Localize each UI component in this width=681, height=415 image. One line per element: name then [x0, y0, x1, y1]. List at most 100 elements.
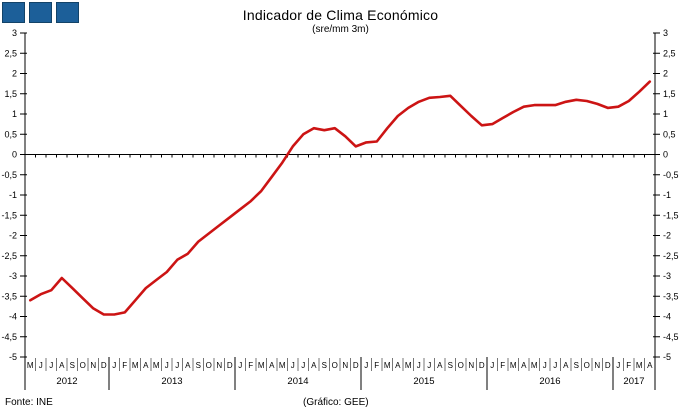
year-label: 2015 [413, 376, 434, 387]
month-label: J [291, 361, 295, 370]
y-tick-label: -0,5 [663, 170, 679, 180]
month-label: F [500, 361, 505, 370]
data-series [28, 80, 652, 316]
month-label: N [216, 361, 222, 370]
y-tick-label: -3 [9, 271, 17, 281]
month-label: S [196, 361, 201, 370]
y-tick-label: 3 [12, 28, 17, 38]
chart-title: Indicador de Clima Económico [242, 7, 439, 23]
month-label: D [479, 361, 485, 370]
year-label: 2012 [56, 376, 77, 387]
year-label: 2017 [623, 376, 644, 387]
source-note: Fonte: INE [5, 397, 53, 408]
y-tick-label: -1,5 [1, 210, 17, 220]
year-label: 2013 [161, 376, 182, 387]
month-label: N [90, 361, 96, 370]
y-tick-label: -5 [9, 352, 17, 362]
month-label: F [248, 361, 253, 370]
month-label: J [427, 361, 431, 370]
chart-subtitle: (sre/mm 3m) [312, 24, 369, 35]
month-label: D [101, 361, 107, 370]
month-label: O [458, 361, 464, 370]
month-label: J [49, 361, 53, 370]
month-label: D [227, 361, 233, 370]
month-label: J [616, 361, 620, 370]
y-tick-label: -3,5 [663, 291, 679, 301]
month-label: F [626, 361, 631, 370]
month-label: M [384, 361, 391, 370]
year-labels: 2012 2013 2014 2015 2016 2017 [56, 357, 645, 390]
y-tick-label: -2,5 [1, 251, 17, 261]
month-label: A [563, 361, 569, 370]
y-tick-label: 3 [663, 28, 668, 38]
y-tick-label: 0,5 [663, 129, 676, 139]
month-label: A [59, 361, 65, 370]
month-label: A [311, 361, 317, 370]
y-tick-label: 0 [12, 150, 17, 160]
y-tick-label: -0,5 [1, 170, 17, 180]
month-label: O [584, 361, 590, 370]
month-label: J [543, 361, 547, 370]
y-tick-label: 2,5 [4, 48, 17, 58]
y-tick-label: -4,5 [663, 332, 679, 342]
month-label: M [153, 361, 160, 370]
y-tick-label: 1 [12, 109, 17, 119]
month-label: J [553, 361, 557, 370]
y-tick-label: 2 [12, 69, 17, 79]
month-label: J [175, 361, 179, 370]
y-tick-label: 0,5 [4, 129, 17, 139]
month-label: N [594, 361, 600, 370]
month-label: A [269, 361, 275, 370]
month-label: J [39, 361, 43, 370]
month-label: M [279, 361, 286, 370]
y-tick-label: 1 [663, 109, 668, 119]
month-label: M [510, 361, 517, 370]
y-tick-label: -4 [9, 312, 17, 322]
y-tick-label: -4,5 [1, 332, 17, 342]
y-tick-label: -1 [9, 190, 17, 200]
month-label: A [521, 361, 527, 370]
y-tick-label: 2 [663, 69, 668, 79]
month-label: A [437, 361, 443, 370]
month-label: S [322, 361, 327, 370]
month-label: M [405, 361, 412, 370]
year-label: 2014 [287, 376, 308, 387]
month-label: S [448, 361, 453, 370]
month-label: F [374, 361, 379, 370]
graphic-credit-note: (Gráfico: GEE) [303, 397, 369, 408]
month-label: A [395, 361, 401, 370]
month-label: A [647, 361, 653, 370]
month-label: M [132, 361, 139, 370]
y-tick-label: 2,5 [663, 48, 676, 58]
month-label: N [468, 361, 474, 370]
y-tick-label: 1,5 [4, 89, 17, 99]
y-tick-label: -2,5 [663, 251, 679, 261]
month-label: J [364, 361, 368, 370]
month-label: J [490, 361, 494, 370]
y-tick-label: -3,5 [1, 291, 17, 301]
y-tick-label: -1 [663, 190, 671, 200]
y-tick-label: -1,5 [663, 210, 679, 220]
y-axis-left: 3 2,5 2 1,5 1 0,5 0 -0,5 -1 -1,5 -2 -2,5 -3 -3,5 -4 -4,… [1, 28, 27, 390]
month-label: M [636, 361, 643, 370]
month-label: J [165, 361, 169, 370]
logo-square [2, 2, 25, 23]
month-label: A [143, 361, 149, 370]
y-tick-label: -4 [663, 312, 671, 322]
month-label: O [332, 361, 338, 370]
month-label: M [258, 361, 265, 370]
y-axis-right: 3 2,5 2 1,5 1 0,5 0 -0,5 -1 -1,5 -2 -2,5 -3 -3,5 -4 -4,… [653, 28, 679, 390]
month-label: O [80, 361, 86, 370]
month-label: A [185, 361, 191, 370]
zero-axis [24, 154, 656, 158]
y-tick-label: -2 [9, 231, 17, 241]
month-label: F [122, 361, 127, 370]
data-line [28, 80, 652, 316]
y-tick-label: -3 [663, 271, 671, 281]
month-label: J [112, 361, 116, 370]
y-tick-label: 0 [663, 150, 668, 160]
month-label: M [27, 361, 34, 370]
